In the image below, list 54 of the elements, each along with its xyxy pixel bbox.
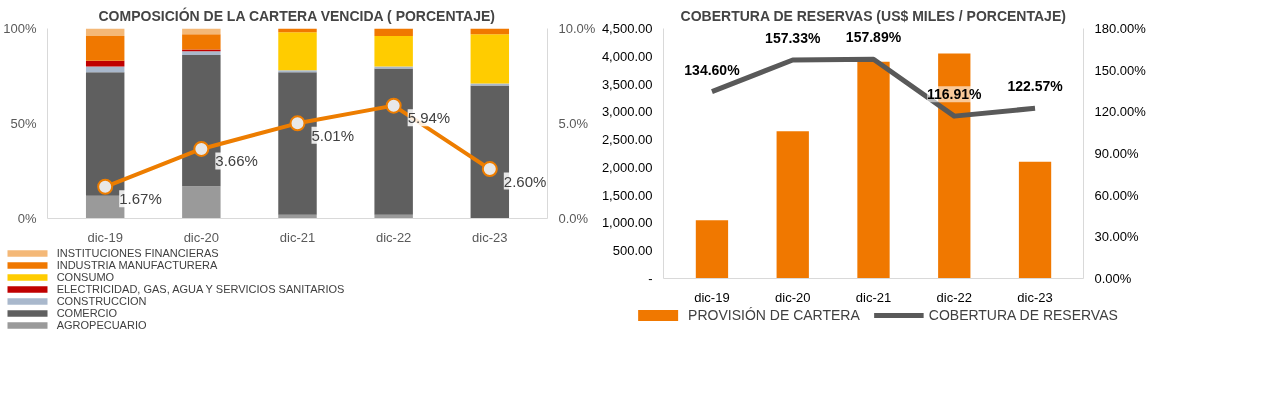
y-tick-label: 1,000.00 [601,215,653,231]
data-label: 2.60% [503,172,547,190]
legend-label: CONSUMO [56,271,115,283]
y-tick-label: 50% [10,116,37,131]
x-tick-label: dic-23 [472,229,508,245]
legend-label: INDUSTRIA MANUFACTURERA [56,259,218,271]
data-label: 5.01% [311,126,355,144]
legend-label: AGROPECUARIO [56,319,147,331]
data-label: 157.33% [765,29,821,46]
x-tick-label: dic-23 [1017,289,1053,305]
y2-tick-label: 90.00% [1094,146,1140,161]
x-tick-label: dic-20 [183,229,220,245]
y2-tick-label: 0.0% [558,211,589,226]
y2-tick-label: 30.00% [1094,229,1140,245]
y-tick-label: 3,000.00 [601,104,653,120]
y2-tick-label: 5.0% [558,116,589,131]
y-tick-label: 3,500.00 [601,76,653,92]
y2-tick-label: 150.00% [1094,62,1147,78]
y-tick-label: 1,500.00 [601,187,653,203]
data-label: 157.89% [845,29,902,46]
y2-tick-label: 120.00% [1094,104,1147,120]
legend-label: CONSTRUCCION [56,295,147,307]
x-tick-label: dic-21 [279,229,316,245]
y-tick-label: 4,500.00 [601,21,653,36]
data-label: 122.57% [1007,78,1064,95]
y2-tick-label: 10.0% [558,21,596,36]
chart-title: COMPOSICIÓN DE LA CARTERA VENCIDA ( PORCENTAJE) [98,6,495,24]
data-label: 116.91% [927,86,983,103]
x-tick-label: dic-22 [375,229,412,245]
y2-tick-label: 60.00% [1094,187,1140,203]
data-label: 1.67% [119,190,162,208]
y-tick-label: 2,000.00 [601,159,653,175]
legend-label: ELECTRICIDAD, GAS, AGUA Y SERVICIOS SANITARIOS [56,283,345,295]
data-label: 3.66% [215,152,258,170]
x-tick-label: dic-19 [694,289,730,305]
x-tick-label: dic-22 [936,289,972,305]
y-tick-label: - [648,271,653,286]
legend-label: PROVISIÓN DE CARTERA [688,307,860,323]
y-tick-label: 4,000.00 [601,48,653,64]
x-tick-label: dic-20 [775,289,811,305]
y-tick-label: 500.00 [612,243,653,259]
x-tick-label: dic-19 [87,229,123,245]
x-tick-label: dic-21 [855,289,892,305]
y-tick-label: 2,500.00 [601,132,653,148]
y-tick-label: 100% [3,21,37,36]
y-tick-label: 0% [17,211,37,226]
data-label: 5.94% [407,109,451,127]
data-label: 134.60% [684,61,741,78]
y2-tick-label: 0.00% [1094,271,1132,286]
legend-label: COBERTURA DE RESERVAS [928,307,1118,323]
legend-label: COMERCIO [56,307,118,319]
chart-title: COBERTURA DE RESERVAS (US$ MILES / PORCENTAJE) [680,7,1066,24]
legend-label: INSTITUCIONES FINANCIERAS [56,247,219,259]
y2-tick-label: 180.00% [1094,21,1147,36]
